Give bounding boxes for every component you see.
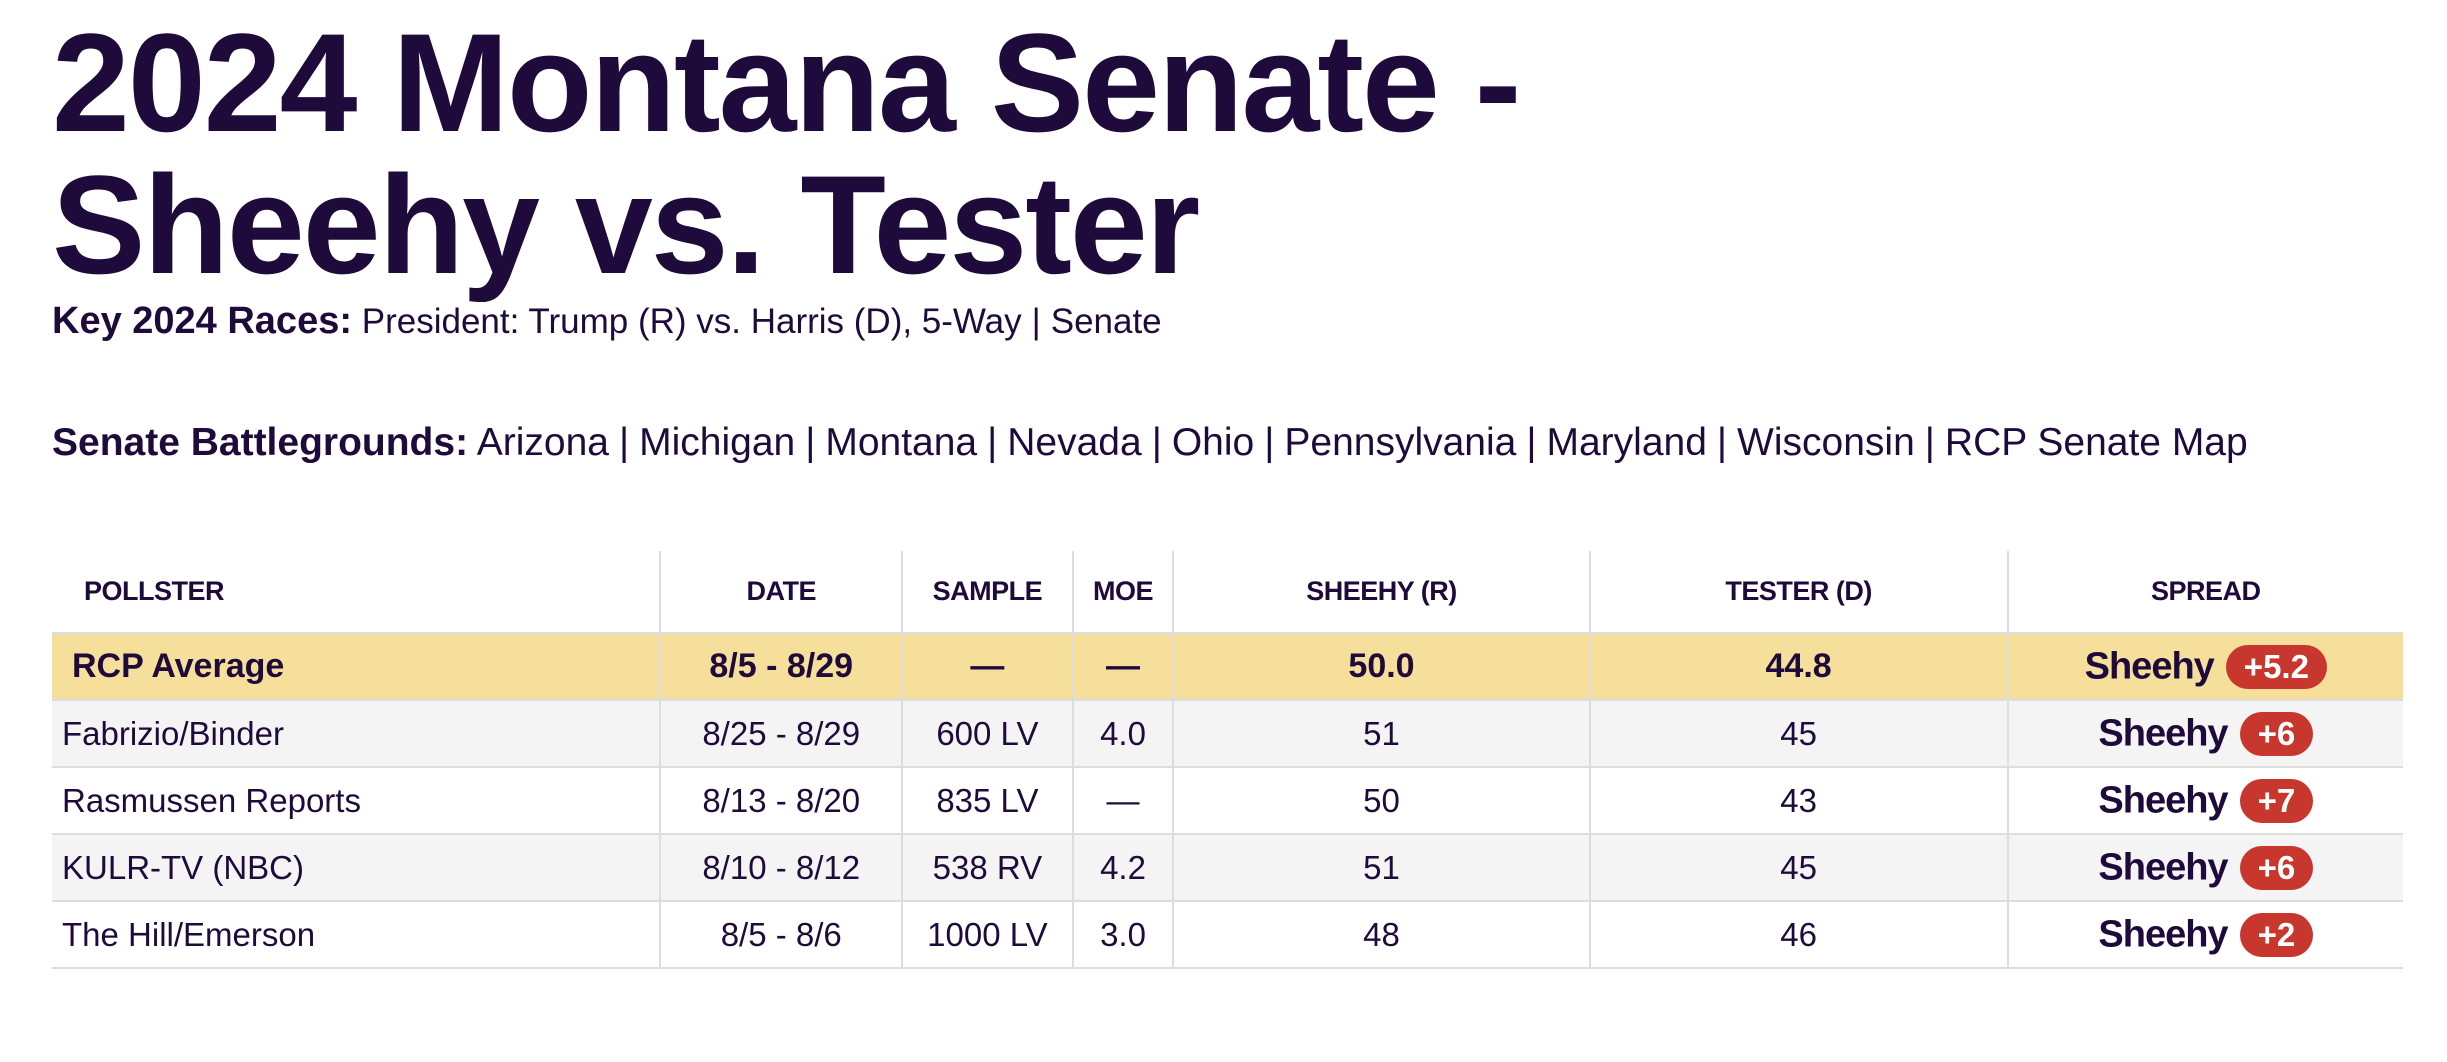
column-header: SAMPLE xyxy=(901,551,1073,634)
separator: | xyxy=(1031,302,1041,341)
link[interactable]: RCP Senate Map xyxy=(1944,421,2248,464)
cell: 51 xyxy=(1172,834,1590,902)
separator: | xyxy=(987,421,998,464)
battlegrounds: Senate Battlegrounds: Arizona | Michigan | M… xyxy=(52,415,2447,471)
link[interactable]: Arizona xyxy=(476,421,609,464)
table-row: KULR-TV (NBC) 8/10 - 8/12 538 RV 4.2 51 45 She… xyxy=(52,834,2403,902)
link[interactable]: Nevada xyxy=(1007,421,1142,464)
column-header: POLLSTER xyxy=(52,551,661,634)
separator: | xyxy=(1924,421,1935,464)
link[interactable]: Wisconsin xyxy=(1737,421,1915,464)
cell: 8/10 - 8/12 xyxy=(659,834,903,902)
spread-badge: +6 xyxy=(2239,711,2314,756)
link[interactable]: Maryland xyxy=(1546,421,1707,464)
cell: 835 LV xyxy=(901,767,1073,835)
cell: 8/25 - 8/29 xyxy=(659,700,903,768)
spread-badge: +6 xyxy=(2239,845,2314,890)
cell: 44.8 xyxy=(1588,633,2008,701)
cell: 45 xyxy=(1588,834,2008,902)
label: Senate Battlegrounds: xyxy=(52,421,469,464)
separator: | xyxy=(1264,421,1275,464)
page-title: 2024 Montana Senate - Sheehy vs. Tester xyxy=(52,4,1521,303)
spread-leader: Sheehy xyxy=(2098,712,2228,754)
content: 2024 Montana Senate - Sheehy vs. Tester … xyxy=(0,12,2447,471)
pollster-link[interactable]: Fabrizio/Binder xyxy=(62,714,284,752)
cell: — xyxy=(901,633,1073,701)
separator: | xyxy=(1716,421,1728,464)
spread-badge: +7 xyxy=(2239,778,2314,823)
cell: 8/13 - 8/20 xyxy=(659,767,903,835)
spread-cell: Sheehy +6 xyxy=(2006,700,2403,768)
link[interactable]: Montana xyxy=(825,421,978,464)
separator: | xyxy=(805,421,816,464)
key-races: Key 2024 Races: President: Trump (R) vs.… xyxy=(52,296,2447,347)
cell: — xyxy=(1071,767,1174,835)
cell: 1000 LV xyxy=(901,901,1073,969)
cell: KULR-TV (NBC) xyxy=(52,834,661,902)
cell: 8/5 - 8/29 xyxy=(659,633,903,701)
separator: | xyxy=(1526,421,1537,464)
pollster-link[interactable]: KULR-TV (NBC) xyxy=(62,848,305,886)
spread-badge: +2 xyxy=(2239,912,2314,957)
spread-cell: Sheehy +6 xyxy=(2006,834,2403,902)
spread-cell: Sheehy +5.2 xyxy=(2006,633,2403,701)
pollster-link[interactable]: The Hill/Emerson xyxy=(62,915,316,953)
cell: 51 xyxy=(1172,700,1590,768)
table-row: RCP Average 8/5 - 8/29— —50.0 44.8 Sheehy +5.… xyxy=(52,633,2403,701)
link[interactable]: President: Trump (R) vs. Harris (D), 5-W… xyxy=(361,302,1022,341)
pollster: RCP Average xyxy=(72,647,285,685)
column-header: MOE xyxy=(1071,551,1174,634)
label: Key 2024 Races: xyxy=(52,300,352,342)
header-row: POLLSTER DATE SAMPLE MOE SHEEHY (R) TESTER (D… xyxy=(52,551,2403,634)
link[interactable]: Ohio xyxy=(1171,421,1255,464)
spread-leader: Sheehy xyxy=(2098,779,2228,821)
link[interactable]: Senate xyxy=(1050,302,1162,341)
page: 2024 Montana Senate - Sheehy vs. Tester … xyxy=(0,12,2447,1062)
cell: 48 xyxy=(1172,901,1590,969)
spread-badge: +5.2 xyxy=(2225,644,2327,689)
cell: 50 xyxy=(1172,767,1590,835)
cell: The Hill/Emerson xyxy=(52,901,661,969)
cell: 45 xyxy=(1588,700,2008,768)
cell: RCP Average xyxy=(52,633,661,701)
column-header: SHEEHY (R) xyxy=(1172,551,1590,634)
column-header: DATE xyxy=(659,551,903,634)
link[interactable]: Michigan xyxy=(639,421,796,464)
cell: 4.2 xyxy=(1071,834,1174,902)
cell: 538 RV xyxy=(901,834,1073,902)
cell: 50.0 xyxy=(1172,633,1590,701)
spread-leader: Sheehy xyxy=(2084,645,2215,687)
column-header: SPREAD xyxy=(2006,551,2403,634)
table-row: Fabrizio/Binder 8/25 - 8/29 600 LV 4.0 51 45 S… xyxy=(52,700,2403,768)
table-row: Rasmussen Reports 8/13 - 8/20 835 LV —50 43 S… xyxy=(52,767,2403,835)
cell: 600 LV xyxy=(901,700,1073,768)
separator: | xyxy=(618,421,630,464)
separator: | xyxy=(1151,421,1162,464)
pollster-link[interactable]: Rasmussen Reports xyxy=(62,781,361,819)
spread-leader: Sheehy xyxy=(2098,846,2228,888)
polls-table: POLLSTER DATE SAMPLE MOE SHEEHY (R) TESTER (D… xyxy=(52,551,2403,969)
cell: 46 xyxy=(1588,901,2008,969)
cell: Fabrizio/Binder xyxy=(52,700,661,768)
column-header: TESTER (D) xyxy=(1588,551,2008,634)
cell: 8/5 - 8/6 xyxy=(659,901,903,969)
spread-cell: Sheehy +2 xyxy=(2006,901,2403,969)
spread-leader: Sheehy xyxy=(2098,913,2228,955)
cell: 43 xyxy=(1588,767,2008,835)
cell: — xyxy=(1071,633,1174,701)
cell: 3.0 xyxy=(1071,901,1174,969)
cell: Rasmussen Reports xyxy=(52,767,661,835)
spread-cell: Sheehy +7 xyxy=(2006,767,2403,835)
link[interactable]: Pennsylvania xyxy=(1284,421,1517,464)
table-row: The Hill/Emerson 8/5 - 8/6 1000 LV 3.0 48 46 S… xyxy=(52,901,2403,969)
cell: 4.0 xyxy=(1071,700,1174,768)
